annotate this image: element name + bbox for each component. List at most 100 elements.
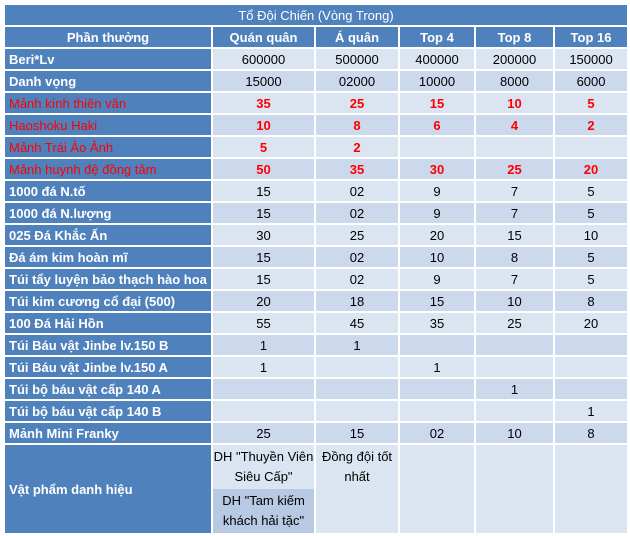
table-row: Haoshoku Haki 10 8 6 4 2 [5,115,628,135]
table-row: Túi tẩy luyện bảo thạch hào hoa 15 02 9 7 5 [5,269,628,289]
value-cell [213,401,314,421]
value-cell: 02 [316,181,398,201]
row-label: Túi Báu vật Jinbe lv.150 B [5,335,211,355]
value-cell: 9 [400,269,474,289]
value-cell: 10 [476,93,553,113]
header-runner-up: Á quân [316,27,398,47]
header-reward: Phần thưởng [5,27,211,47]
value-cell: 6000 [555,71,628,91]
title-reward-top16 [555,445,628,533]
row-label: Đá ám kim hoàn mĩ [5,247,211,267]
value-cell: 10 [476,291,553,311]
table-row: Đá ám kim hoàn mĩ 15 02 10 8 5 [5,247,628,267]
table-row: Danh vọng 15000 02000 10000 8000 6000 [5,71,628,91]
value-cell: 9 [400,203,474,223]
row-label: Túi bộ báu vật cấp 140 B [5,401,211,421]
value-cell: 8 [555,423,628,443]
value-cell: 600000 [213,49,314,69]
row-label: Túi Báu vật Jinbe lv.150 A [5,357,211,377]
value-cell: 1 [213,357,314,377]
value-cell: 200000 [476,49,553,69]
value-cell: 15 [213,269,314,289]
reward-table-container: Tổ Đội Chiến (Vòng Trong) Phần thưởng Qu… [3,3,628,535]
value-cell: 7 [476,181,553,201]
value-cell [476,357,553,377]
value-cell: 02 [316,269,398,289]
value-cell: 15000 [213,71,314,91]
table-row: Beri*Lv 600000 500000 400000 200000 150000 [5,49,628,69]
value-cell [400,335,474,355]
row-label: 100 Đá Hải Hồn [5,313,211,333]
header-champion: Quán quân [213,27,314,47]
table-row: 100 Đá Hải Hồn 55 45 35 25 20 [5,313,628,333]
value-cell: 15 [400,93,474,113]
value-cell [316,401,398,421]
value-cell: 20 [555,313,628,333]
row-label: Túi kim cương cổ đại (500) [5,291,211,311]
table-row: 1000 đá N.tố 15 02 9 7 5 [5,181,628,201]
value-cell: 25 [213,423,314,443]
table-body: Beri*Lv 600000 500000 400000 200000 150000 Dan… [5,49,628,443]
value-cell: 30 [213,225,314,245]
table-row: Túi bộ báu vật cấp 140 A 1 [5,379,628,399]
value-cell: 10000 [400,71,474,91]
value-cell [476,137,553,157]
value-cell [400,379,474,399]
value-cell: 6 [400,115,474,135]
table-row: Mảnh Trái Ảo Ảnh 5 2 [5,137,628,157]
value-cell: 20 [555,159,628,179]
row-label: 1000 đá N.tố [5,181,211,201]
value-cell [555,379,628,399]
value-cell: 5 [555,269,628,289]
value-cell: 35 [400,313,474,333]
value-cell: 25 [316,93,398,113]
champion-title-a: DH "Thuyền Viên Siêu Cấp" [213,449,314,484]
value-cell: 10 [213,115,314,135]
value-cell: 15 [213,247,314,267]
value-cell: 2 [316,137,398,157]
value-cell [555,335,628,355]
value-cell: 30 [400,159,474,179]
value-cell: 400000 [400,49,474,69]
row-label: Túi tẩy luyện bảo thạch hào hoa [5,269,211,289]
value-cell: 45 [316,313,398,333]
value-cell: 25 [476,159,553,179]
value-cell: 15 [476,225,553,245]
value-cell: 15 [213,203,314,223]
value-cell: 20 [213,291,314,311]
value-cell [316,379,398,399]
value-cell: 500000 [316,49,398,69]
value-cell [555,137,628,157]
value-cell: 02 [316,203,398,223]
value-cell: 150000 [555,49,628,69]
value-cell: 25 [316,225,398,245]
row-label: 1000 đá N.lượng [5,203,211,223]
value-cell: 5 [555,247,628,267]
value-cell: 1 [213,335,314,355]
runner-up-title: Đồng đội tốt nhất [321,449,393,484]
value-cell: 5 [555,93,628,113]
value-cell: 10 [476,423,553,443]
value-cell [476,401,553,421]
title-reward-champion: DH "Thuyền Viên Siêu Cấp" DH "Tam kiếm k… [213,445,314,533]
value-cell: 15 [316,423,398,443]
value-cell: 02 [400,423,474,443]
table-row: Mảnh huynh đệ đồng tâm 50 35 30 25 20 [5,159,628,179]
row-label: Beri*Lv [5,49,211,69]
value-cell [316,357,398,377]
value-cell: 2 [555,115,628,135]
table-row: Túi kim cương cổ đại (500) 20 18 15 10 8 [5,291,628,311]
title-reward-runner-up: Đồng đội tốt nhất [316,445,398,533]
row-label: Mảnh huynh đệ đồng tâm [5,159,211,179]
value-cell: 18 [316,291,398,311]
table-row: 1000 đá N.lượng 15 02 9 7 5 [5,203,628,223]
value-cell: 7 [476,269,553,289]
header-top16: Top 16 [555,27,628,47]
value-cell: 9 [400,181,474,201]
table-row: Mảnh kính thiên văn 35 25 15 10 5 [5,93,628,113]
value-cell: 4 [476,115,553,135]
value-cell: 35 [213,93,314,113]
table-title: Tổ Đội Chiến (Vòng Trong) [5,5,628,25]
value-cell: 02 [316,247,398,267]
